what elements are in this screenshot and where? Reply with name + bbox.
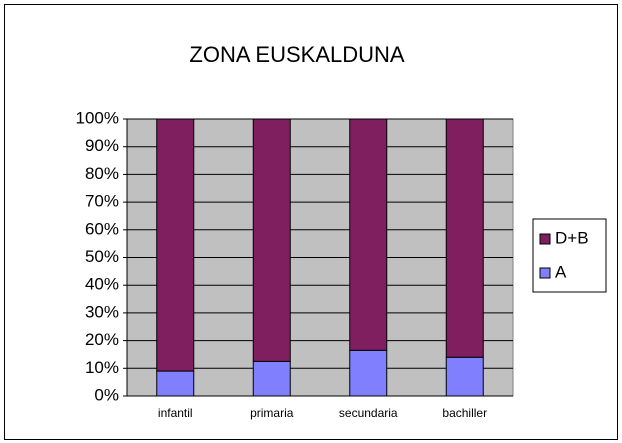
bar-segment bbox=[445, 356, 484, 397]
y-tick-label: 60% bbox=[85, 219, 119, 238]
y-tick-label: 70% bbox=[85, 192, 119, 211]
y-tick-label: 0% bbox=[94, 385, 119, 404]
bar-segment bbox=[445, 118, 484, 358]
bar-segment bbox=[156, 118, 195, 372]
chart-title: ZONA EUSKALDUNA bbox=[189, 42, 404, 67]
y-tick-label: 10% bbox=[85, 358, 119, 377]
legend-label: A bbox=[555, 262, 567, 281]
bar-segment bbox=[252, 360, 291, 397]
y-tick-label: 30% bbox=[85, 302, 119, 321]
legend-label: D+B bbox=[555, 228, 589, 247]
y-tick-label: 20% bbox=[85, 330, 119, 349]
y-tick-label: 90% bbox=[85, 136, 119, 155]
bar-segment bbox=[156, 370, 195, 397]
bar-segment bbox=[349, 349, 388, 397]
y-tick-label: 40% bbox=[85, 275, 119, 294]
y-tick-label: 50% bbox=[85, 247, 119, 266]
y-tick-label: 100% bbox=[76, 108, 119, 127]
bar-segment bbox=[252, 118, 291, 362]
x-tick-label: bachiller bbox=[442, 406, 487, 420]
x-tick-label: infantil bbox=[158, 406, 193, 420]
legend-swatch bbox=[539, 233, 551, 245]
legend-box bbox=[532, 218, 607, 293]
y-tick-label: 80% bbox=[85, 164, 119, 183]
legend-swatch bbox=[539, 267, 551, 279]
x-tick-label: secundaria bbox=[339, 406, 398, 420]
bar-segment bbox=[349, 118, 388, 351]
x-tick-label: primaria bbox=[250, 406, 294, 420]
